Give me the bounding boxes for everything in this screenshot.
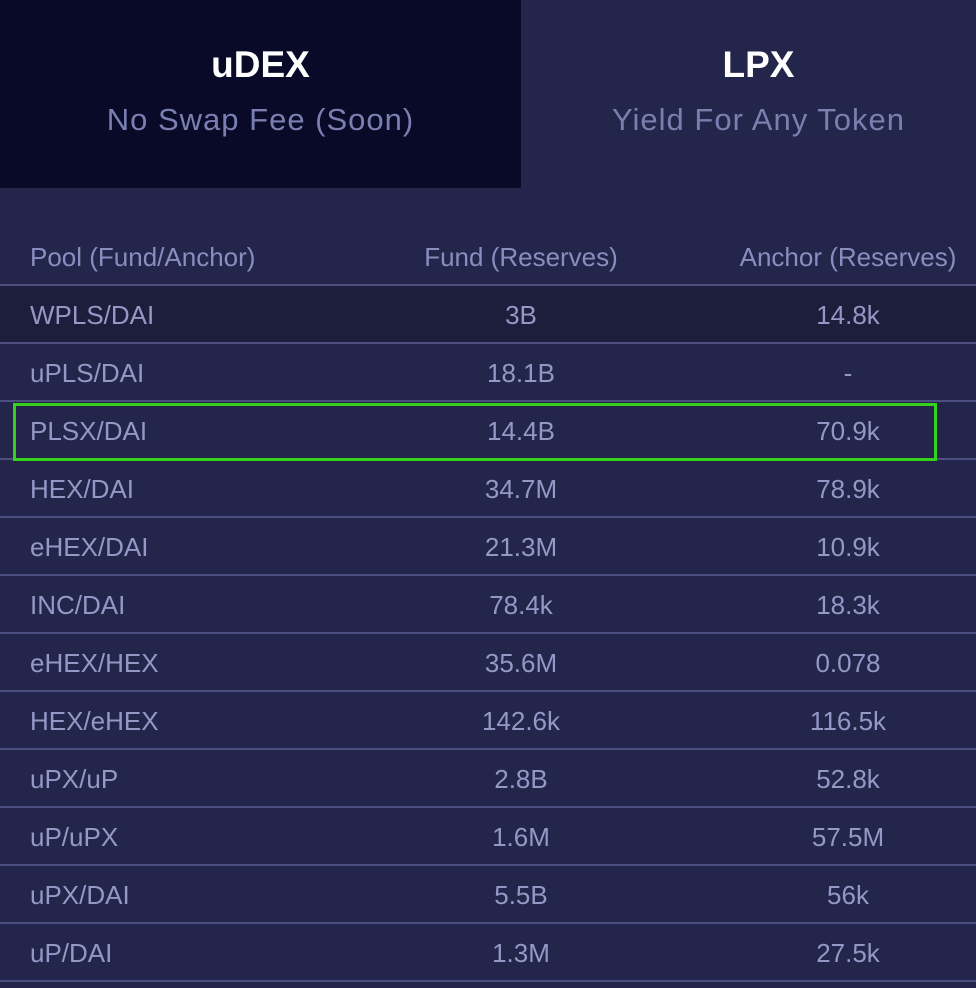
row-divider [0, 864, 976, 866]
row-divider [0, 342, 976, 344]
row-divider [0, 980, 976, 982]
row-divider [0, 516, 976, 518]
pool-name: HEX/eHEX [30, 706, 159, 736]
pool-name: uPX/uP [30, 764, 119, 794]
row-divider [0, 922, 976, 924]
row-divider [0, 400, 976, 402]
reserve-value: - [843, 358, 853, 388]
pool-name: uPLS/DAI [30, 358, 145, 388]
reserve-value: 0.078 [815, 648, 881, 678]
reserve-value: 1.6M [492, 822, 550, 852]
reserve-value: 142.6k [481, 706, 561, 736]
reserve-value: 116.5k [809, 706, 887, 736]
reserve-value: 2.8B [494, 764, 548, 794]
reserve-value: 5.5B [494, 880, 548, 910]
pool-name: uP/uPX [30, 822, 119, 852]
reserve-value: 57.5M [811, 822, 885, 852]
row-divider [0, 748, 976, 750]
pool-name: HEX/DAI [30, 474, 135, 504]
pool-name: uP/DAI [30, 938, 113, 968]
reserve-value: 34.7M [484, 474, 558, 504]
row-divider [0, 284, 976, 286]
pool-name: uPX/DAI [30, 880, 130, 910]
pool-name: PLSX/DAI [30, 416, 148, 446]
reserve-value: 18.1B [487, 358, 555, 388]
reserve-value: 70.9k [816, 416, 880, 446]
tab-udex[interactable]: uDEX No Swap Fee (Soon) [0, 0, 521, 188]
row-divider [0, 690, 976, 692]
reserve-value: 14.8k [816, 300, 880, 330]
row-divider [0, 574, 976, 576]
column-header: Anchor (Reserves) [739, 242, 957, 272]
tab-title: uDEX [211, 44, 310, 85]
reserve-value: 78.9k [816, 474, 880, 504]
pool-name: WPLS/DAI [30, 300, 155, 330]
column-header: Fund (Reserves) [424, 242, 618, 272]
column-header: Pool (Fund/Anchor) [30, 242, 256, 272]
reserve-value: 52.8k [816, 764, 880, 794]
reserve-value: 3B [505, 300, 537, 330]
row-divider [0, 632, 976, 634]
pool-name: eHEX/DAI [30, 532, 149, 562]
reserve-value: 78.4k [489, 590, 553, 620]
row-background [0, 286, 976, 342]
reserve-value: 56k [827, 880, 869, 910]
reserve-value: 21.3M [484, 532, 558, 562]
reserve-value: 18.3k [816, 590, 880, 620]
row-divider [0, 806, 976, 808]
reserve-value: 10.9k [816, 532, 880, 562]
reserve-value: 27.5k [816, 938, 880, 968]
tab-title: LPX [722, 44, 795, 85]
pool-name: INC/DAI [30, 590, 126, 620]
reserve-value: 14.4B [487, 416, 555, 446]
reserve-value: 1.3M [492, 938, 550, 968]
reserve-value: 35.6M [484, 648, 558, 678]
tab-lpx[interactable]: LPX Yield For Any Token [521, 0, 976, 200]
tab-subtitle: No Swap Fee (Soon) [106, 102, 415, 137]
pool-name: eHEX/HEX [30, 648, 159, 678]
tab-subtitle: Yield For Any Token [612, 102, 905, 137]
highlight-box [13, 403, 937, 461]
